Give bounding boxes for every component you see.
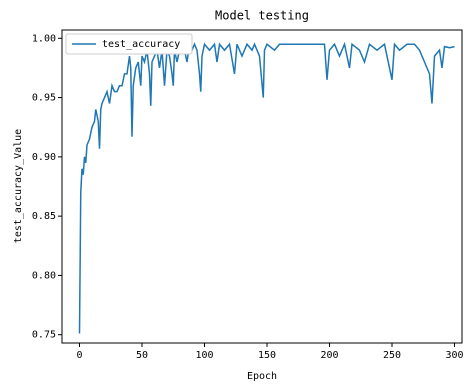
x-axis-label: Epoch: [247, 371, 277, 382]
data-line: [78, 41, 455, 334]
legend-box: [65, 33, 193, 55]
y-tick-label: 0.75: [32, 330, 56, 341]
y-axis-label: test_accuracy_Value: [13, 129, 24, 243]
plot-frame: [61, 29, 463, 344]
x-tick-label: 250: [383, 350, 401, 361]
x-tick-label: 100: [195, 350, 213, 361]
x-tick-label: 150: [258, 350, 276, 361]
y-tick-label: 0.85: [32, 211, 56, 222]
y-tick-label: 1.00: [32, 33, 56, 44]
y-tick-label: 0.90: [32, 152, 56, 163]
x-tick-label: 0: [76, 350, 82, 361]
x-tick-label: 300: [445, 350, 463, 361]
x-tick-label: 50: [136, 350, 148, 361]
chart-title: Model testing: [215, 9, 309, 23]
y-tick-label: 0.80: [32, 270, 56, 281]
x-tick-label: 200: [320, 350, 338, 361]
y-tick-label: 0.95: [32, 93, 56, 104]
legend-label: test_accuracy: [102, 39, 180, 50]
